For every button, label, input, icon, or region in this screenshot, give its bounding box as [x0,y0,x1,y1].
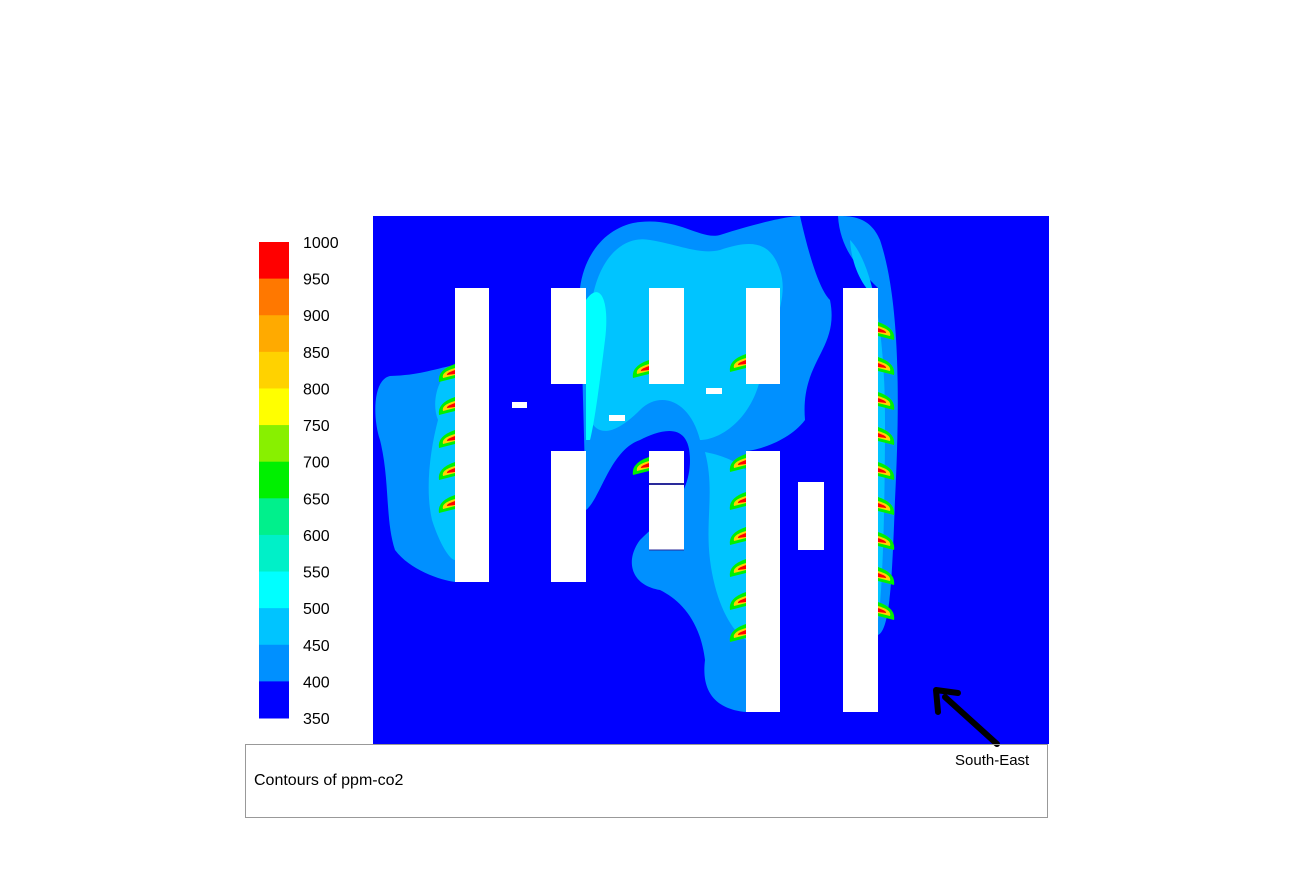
building [512,402,527,408]
contour-950-1000 [446,436,455,441]
concentration-hotspot [438,495,455,513]
concentration-hotspot [878,427,895,445]
concentration-hotspot [878,497,895,515]
building [609,415,625,421]
concentration-hotspot [729,454,746,472]
colorbar-tick-label: 550 [303,565,330,582]
colorbar-band [259,278,289,316]
contour-950-1000 [737,598,746,603]
contour-950-1000 [878,503,887,508]
concentration-hotspot [878,357,895,375]
contour-950-1000 [737,630,746,635]
contour-950-1000 [737,533,746,538]
concentration-hotspot [878,462,895,480]
contour-950-1000 [878,398,887,403]
concentration-hotspot [438,364,455,382]
colorbar-band [259,351,289,389]
concentration-hotspot [438,430,455,448]
colorbar-tick-label: 450 [303,638,330,655]
colorbar-band [259,681,289,719]
colorbar-band [259,644,289,682]
building [798,482,824,550]
contour-950-1000 [878,363,887,368]
colorbar-band [259,425,289,463]
contour-950-1000 [446,403,455,408]
building [649,288,684,384]
concentration-hotspot [438,462,455,480]
concentration-hotspot [878,602,895,620]
contour-950-1000 [737,498,746,503]
contour-950-1000 [878,433,887,438]
colorbar-tick-label: 700 [303,455,330,472]
colorbar-tick-label: 850 [303,345,330,362]
wind-direction-arrow [933,687,1000,747]
concentration-hotspot [632,360,649,378]
concentration-hotspot [729,592,746,610]
concentration-hotspot [632,457,649,475]
contour-950-1000 [737,360,746,365]
concentration-hotspot [438,397,455,415]
concentration-hotspot [729,624,746,642]
contour-950-1000 [737,565,746,570]
caption-box: Contours of ppm-co2 [245,744,1048,818]
colorbar-tick-label: 500 [303,601,330,618]
building [455,288,489,582]
colorbar-band [259,608,289,646]
colorbar-band [259,571,289,609]
contour-950-1000 [878,608,887,613]
colorbar-band [259,461,289,499]
colorbar-tick-label: 1000 [303,235,339,252]
colorbar-tick-label: 400 [303,674,330,691]
contour-950-1000 [878,538,887,543]
concentration-hotspot [878,322,895,340]
contour-950-1000 [446,370,455,375]
building [551,288,586,384]
colorbar-tick-label: 950 [303,272,330,289]
building [843,288,878,712]
colorbar-tick-label: 650 [303,491,330,508]
colorbar-tick-label: 750 [303,418,330,435]
plot-title: Contours of ppm-co2 [254,772,404,789]
concentration-hotspot [729,559,746,577]
contour-500-550 [586,292,607,440]
contour-950-1000 [878,468,887,473]
contour-950-1000 [640,366,649,371]
colorbar-band [259,534,289,573]
colorbar: 1000 950 900 850 800 750 700 650 600 550 500 450 400… [259,235,339,728]
building [551,451,586,582]
colorbar-band [259,388,289,426]
colorbar-tick-label: 800 [303,381,330,398]
building [706,388,722,394]
concentration-hotspot [729,492,746,510]
wind-direction-label: South-East [955,752,1030,769]
colorbar-band [259,498,289,536]
concentration-hotspot [878,567,895,585]
contour-450-500 [590,239,783,440]
contour-950-1000 [640,463,649,468]
building [649,451,684,550]
concentration-hotspot [878,532,895,550]
contour-950-1000 [446,468,455,473]
colorbar-tick-label: 900 [303,308,330,325]
contour-field [373,216,1049,744]
contour-950-1000 [446,501,455,506]
concentration-hotspot [729,527,746,545]
concentration-hotspot [878,392,895,410]
colorbar-tick-label: 600 [303,528,330,545]
contour-950-1000 [878,328,887,333]
colorbar-tick-label: 350 [303,711,330,728]
contour-950-1000 [737,460,746,465]
contour-950-1000 [878,573,887,578]
building [746,288,780,384]
colorbar-band [259,315,289,353]
building [746,451,780,712]
colorbar-band [259,242,289,280]
contour-450-500 [428,368,455,560]
concentration-hotspot [729,354,746,372]
